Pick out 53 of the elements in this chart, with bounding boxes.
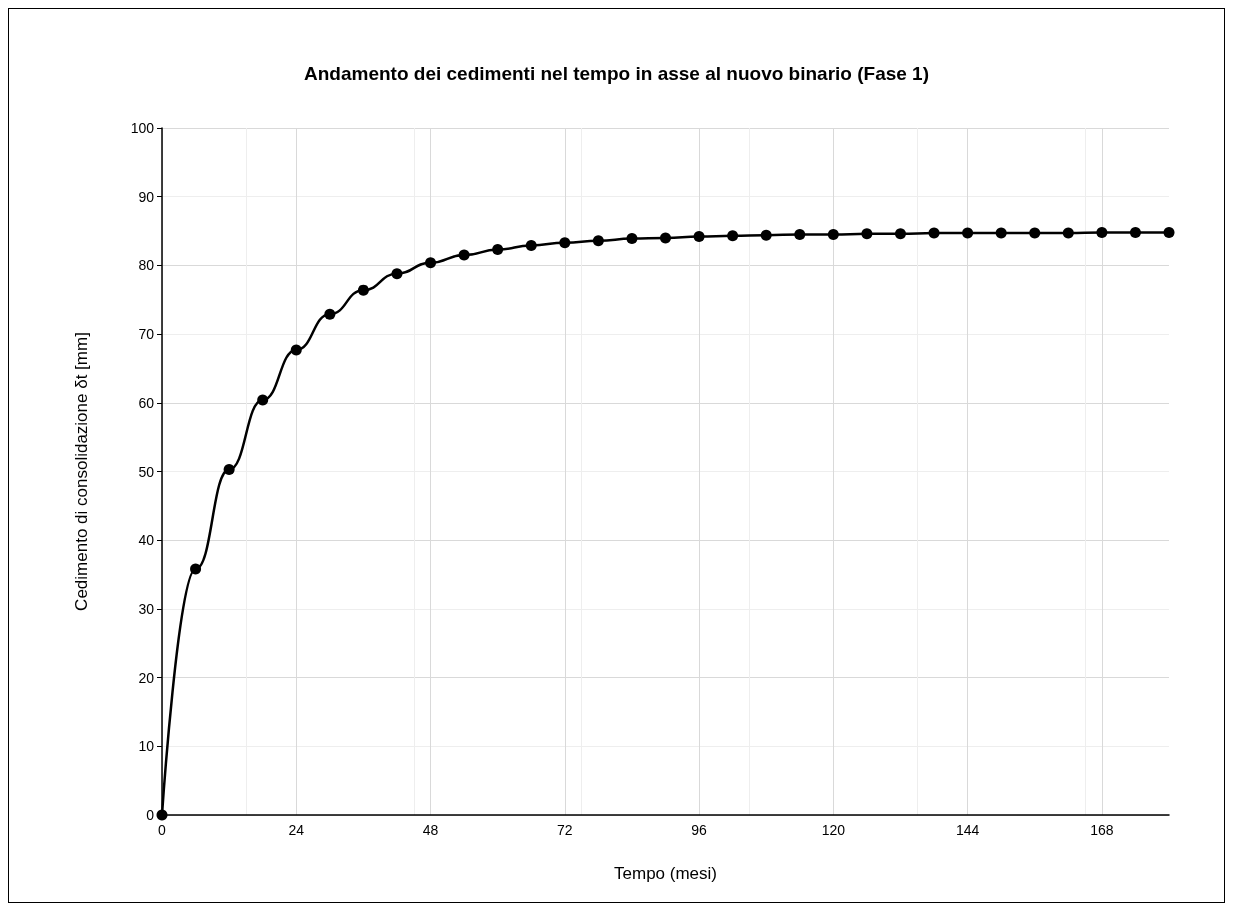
y-tick-label: 60 <box>138 394 155 411</box>
point <box>525 239 537 251</box>
point <box>861 228 873 240</box>
point <box>1129 226 1141 238</box>
point <box>223 463 235 475</box>
point <box>324 308 336 320</box>
y-axis-title: Cedimento di consolidazione δt [mm] <box>72 332 91 611</box>
x-tick-label: 144 <box>955 822 980 838</box>
point <box>425 257 437 269</box>
y-tick-label: 80 <box>138 257 155 274</box>
point <box>391 268 403 280</box>
point <box>156 809 168 821</box>
point <box>894 228 906 240</box>
y-tick-label: 70 <box>138 326 155 343</box>
point <box>827 228 839 240</box>
point <box>1096 226 1108 238</box>
x-tick-label: 120 <box>821 822 846 838</box>
x-tick-label: 0 <box>158 822 167 838</box>
x-tick-label: 48 <box>422 822 439 838</box>
point <box>928 227 940 239</box>
point <box>626 233 638 245</box>
point <box>357 284 369 296</box>
point <box>492 244 504 256</box>
y-tick-label: 0 <box>146 807 155 823</box>
y-tick-label: 10 <box>138 738 155 755</box>
x-tick-label: 72 <box>557 822 573 838</box>
point <box>693 231 705 243</box>
point <box>458 249 470 261</box>
point <box>592 235 604 247</box>
point <box>257 394 269 406</box>
point <box>962 227 974 239</box>
chart-title: Andamento dei cedimenti nel tempo in asse al nuovo binario (Fase 1) <box>303 63 930 84</box>
point <box>760 229 772 241</box>
point <box>794 228 806 240</box>
y-tick-label: 100 <box>130 120 155 136</box>
x-tick-label: 24 <box>288 822 305 838</box>
y-tick-label: 30 <box>138 600 155 617</box>
y-tick-label: 40 <box>138 532 155 549</box>
y-tick-label: 20 <box>138 669 155 686</box>
point <box>727 230 739 242</box>
point <box>660 232 671 244</box>
x-tick-label: 96 <box>691 822 708 838</box>
x-axis-title: Tempo (mesi) <box>614 864 717 883</box>
y-tick-label: 90 <box>138 188 155 205</box>
point <box>190 563 202 575</box>
point <box>1163 226 1175 238</box>
point <box>1062 227 1074 239</box>
point <box>995 227 1007 239</box>
point <box>559 237 571 249</box>
point <box>1029 227 1041 239</box>
x-tick-label: 168 <box>1090 822 1114 838</box>
point <box>290 344 302 356</box>
y-tick-label: 50 <box>138 463 155 480</box>
